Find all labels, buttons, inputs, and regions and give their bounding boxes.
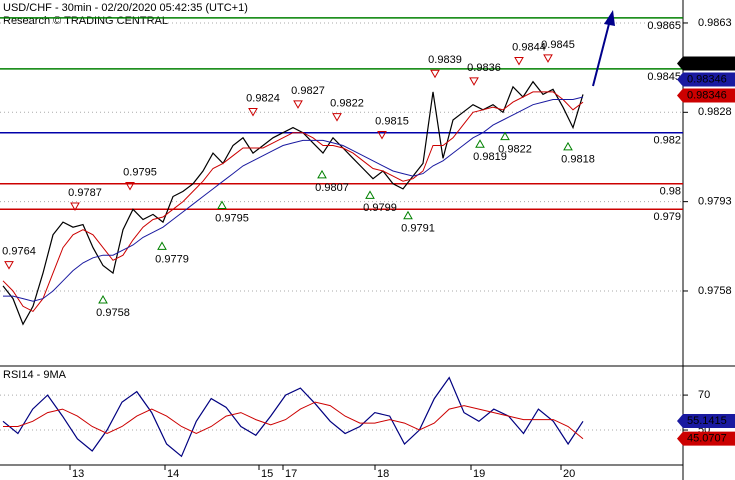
high-label: 0.9824 <box>246 92 280 104</box>
low-label: 0.9818 <box>561 154 595 166</box>
high-marker <box>4 261 14 270</box>
value-box <box>677 72 735 87</box>
x-tick-label: 19 <box>473 468 485 480</box>
low-label: 0.9819 <box>473 151 507 163</box>
high-label: 0.9822 <box>330 98 364 110</box>
level-label: 0.9845 <box>647 71 681 83</box>
high-marker <box>332 113 342 122</box>
high-label: 0.9845 <box>541 39 575 51</box>
high-marker <box>514 56 524 66</box>
y-tick-label: 0.9793 <box>698 196 732 208</box>
low-marker <box>403 210 413 220</box>
high-label: 0.9764 <box>2 246 36 258</box>
y-tick-label: 0.9828 <box>698 106 732 118</box>
chart-title: USD/CHF - 30min - 02/20/2020 05:42:35 (U… <box>3 2 248 14</box>
value-box <box>677 431 735 446</box>
value-box-label: 55.1415 <box>687 415 727 427</box>
low-marker <box>500 131 510 141</box>
high-label: 0.9787 <box>68 187 102 199</box>
value-box <box>677 414 735 429</box>
low-label: 0.9822 <box>498 144 532 156</box>
series-line <box>3 401 584 440</box>
low-label: 0.9795 <box>215 212 249 224</box>
high-marker <box>469 77 479 86</box>
low-marker <box>317 169 327 179</box>
high-marker <box>70 202 80 211</box>
high-marker <box>377 130 387 140</box>
y-tick-label: 0.9863 <box>698 17 732 29</box>
value-box-label: 0.98346 <box>687 89 727 101</box>
value-box <box>677 56 735 71</box>
series-line <box>3 96 584 302</box>
low-label: 0.9758 <box>96 307 130 319</box>
panel-title: RSI14 - 9MA <box>3 369 67 381</box>
arrow-shaft <box>592 19 611 87</box>
low-marker <box>365 190 375 199</box>
high-label: 0.9827 <box>291 85 325 97</box>
value-box <box>677 88 735 103</box>
y-tick-label: 0.9758 <box>698 285 732 297</box>
high-marker <box>248 108 258 117</box>
x-tick-label: 13 <box>72 468 84 480</box>
low-marker <box>157 241 167 250</box>
high-label: 0.9836 <box>467 62 501 74</box>
level-label: 0.9865 <box>647 20 681 32</box>
arrow-head <box>604 10 615 26</box>
forecast-arrow <box>592 10 615 87</box>
high-label: 0.9795 <box>123 166 157 178</box>
y-tick-label: 70 <box>698 389 710 401</box>
series-line <box>2 80 584 326</box>
x-tick-label: 15 <box>261 468 273 480</box>
low-label: 0.9799 <box>363 202 397 214</box>
level-label: 0.98 <box>660 186 681 198</box>
high-label: 0.9839 <box>428 54 462 66</box>
low-marker <box>563 141 573 151</box>
series-line <box>2 91 584 313</box>
high-marker <box>430 69 440 79</box>
chart-subtitle: Research © TRADING CENTRAL <box>3 15 168 27</box>
x-tick-label: 17 <box>285 468 297 480</box>
x-tick-label: 20 <box>563 468 575 480</box>
low-marker <box>217 200 227 210</box>
high-marker <box>125 182 135 191</box>
low-marker <box>475 139 485 148</box>
low-label: 0.9791 <box>401 223 435 235</box>
low-label: 0.9779 <box>155 253 189 265</box>
low-marker <box>98 294 108 304</box>
x-tick-label: 14 <box>167 468 179 480</box>
series-line <box>2 376 584 458</box>
high-label: 0.9844 <box>512 41 546 53</box>
low-label: 0.9807 <box>315 182 349 194</box>
level-label: 0.979 <box>653 211 681 223</box>
high-label: 0.9815 <box>375 115 409 127</box>
value-box-label: 45.0707 <box>687 433 727 445</box>
x-tick-label: 18 <box>377 468 389 480</box>
level-label: 0.982 <box>653 135 681 147</box>
value-box-label: 0.98376 <box>687 57 727 69</box>
value-box-label: 0.98346 <box>687 73 727 85</box>
high-marker <box>543 54 553 63</box>
high-marker <box>293 100 303 109</box>
